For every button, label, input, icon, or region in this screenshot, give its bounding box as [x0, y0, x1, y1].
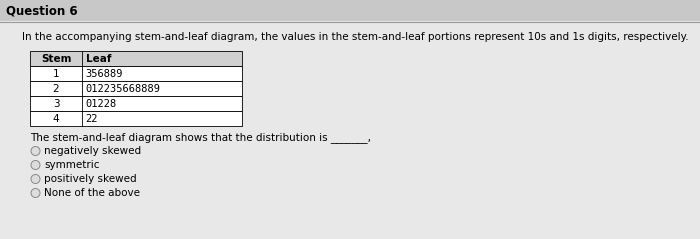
Bar — [30, 96, 242, 111]
Text: 1: 1 — [52, 69, 60, 78]
Text: 22: 22 — [85, 114, 97, 124]
Text: positively skewed: positively skewed — [44, 174, 136, 184]
Text: 3: 3 — [52, 98, 60, 109]
Text: The stem-and-leaf diagram shows that the distribution is _______,: The stem-and-leaf diagram shows that the… — [30, 132, 371, 143]
Circle shape — [31, 147, 40, 156]
Bar — [30, 111, 242, 126]
Text: Question 6: Question 6 — [6, 5, 78, 17]
Circle shape — [31, 174, 40, 184]
Text: 2: 2 — [52, 83, 60, 93]
Text: 01228: 01228 — [85, 98, 116, 109]
Text: 4: 4 — [52, 114, 60, 124]
Text: 012235668889: 012235668889 — [85, 83, 160, 93]
Text: Leaf: Leaf — [86, 54, 111, 64]
Bar — [30, 66, 242, 81]
Circle shape — [31, 189, 40, 197]
Bar — [0, 0, 700, 21]
Circle shape — [31, 161, 40, 169]
Bar — [30, 51, 242, 66]
Text: Stem: Stem — [41, 54, 71, 64]
Text: In the accompanying stem-and-leaf diagram, the values in the stem-and-leaf porti: In the accompanying stem-and-leaf diagra… — [22, 32, 689, 42]
Text: None of the above: None of the above — [44, 188, 140, 198]
Text: negatively skewed: negatively skewed — [44, 146, 141, 156]
Bar — [30, 81, 242, 96]
Text: 356889: 356889 — [85, 69, 122, 78]
Text: symmetric: symmetric — [44, 160, 99, 170]
